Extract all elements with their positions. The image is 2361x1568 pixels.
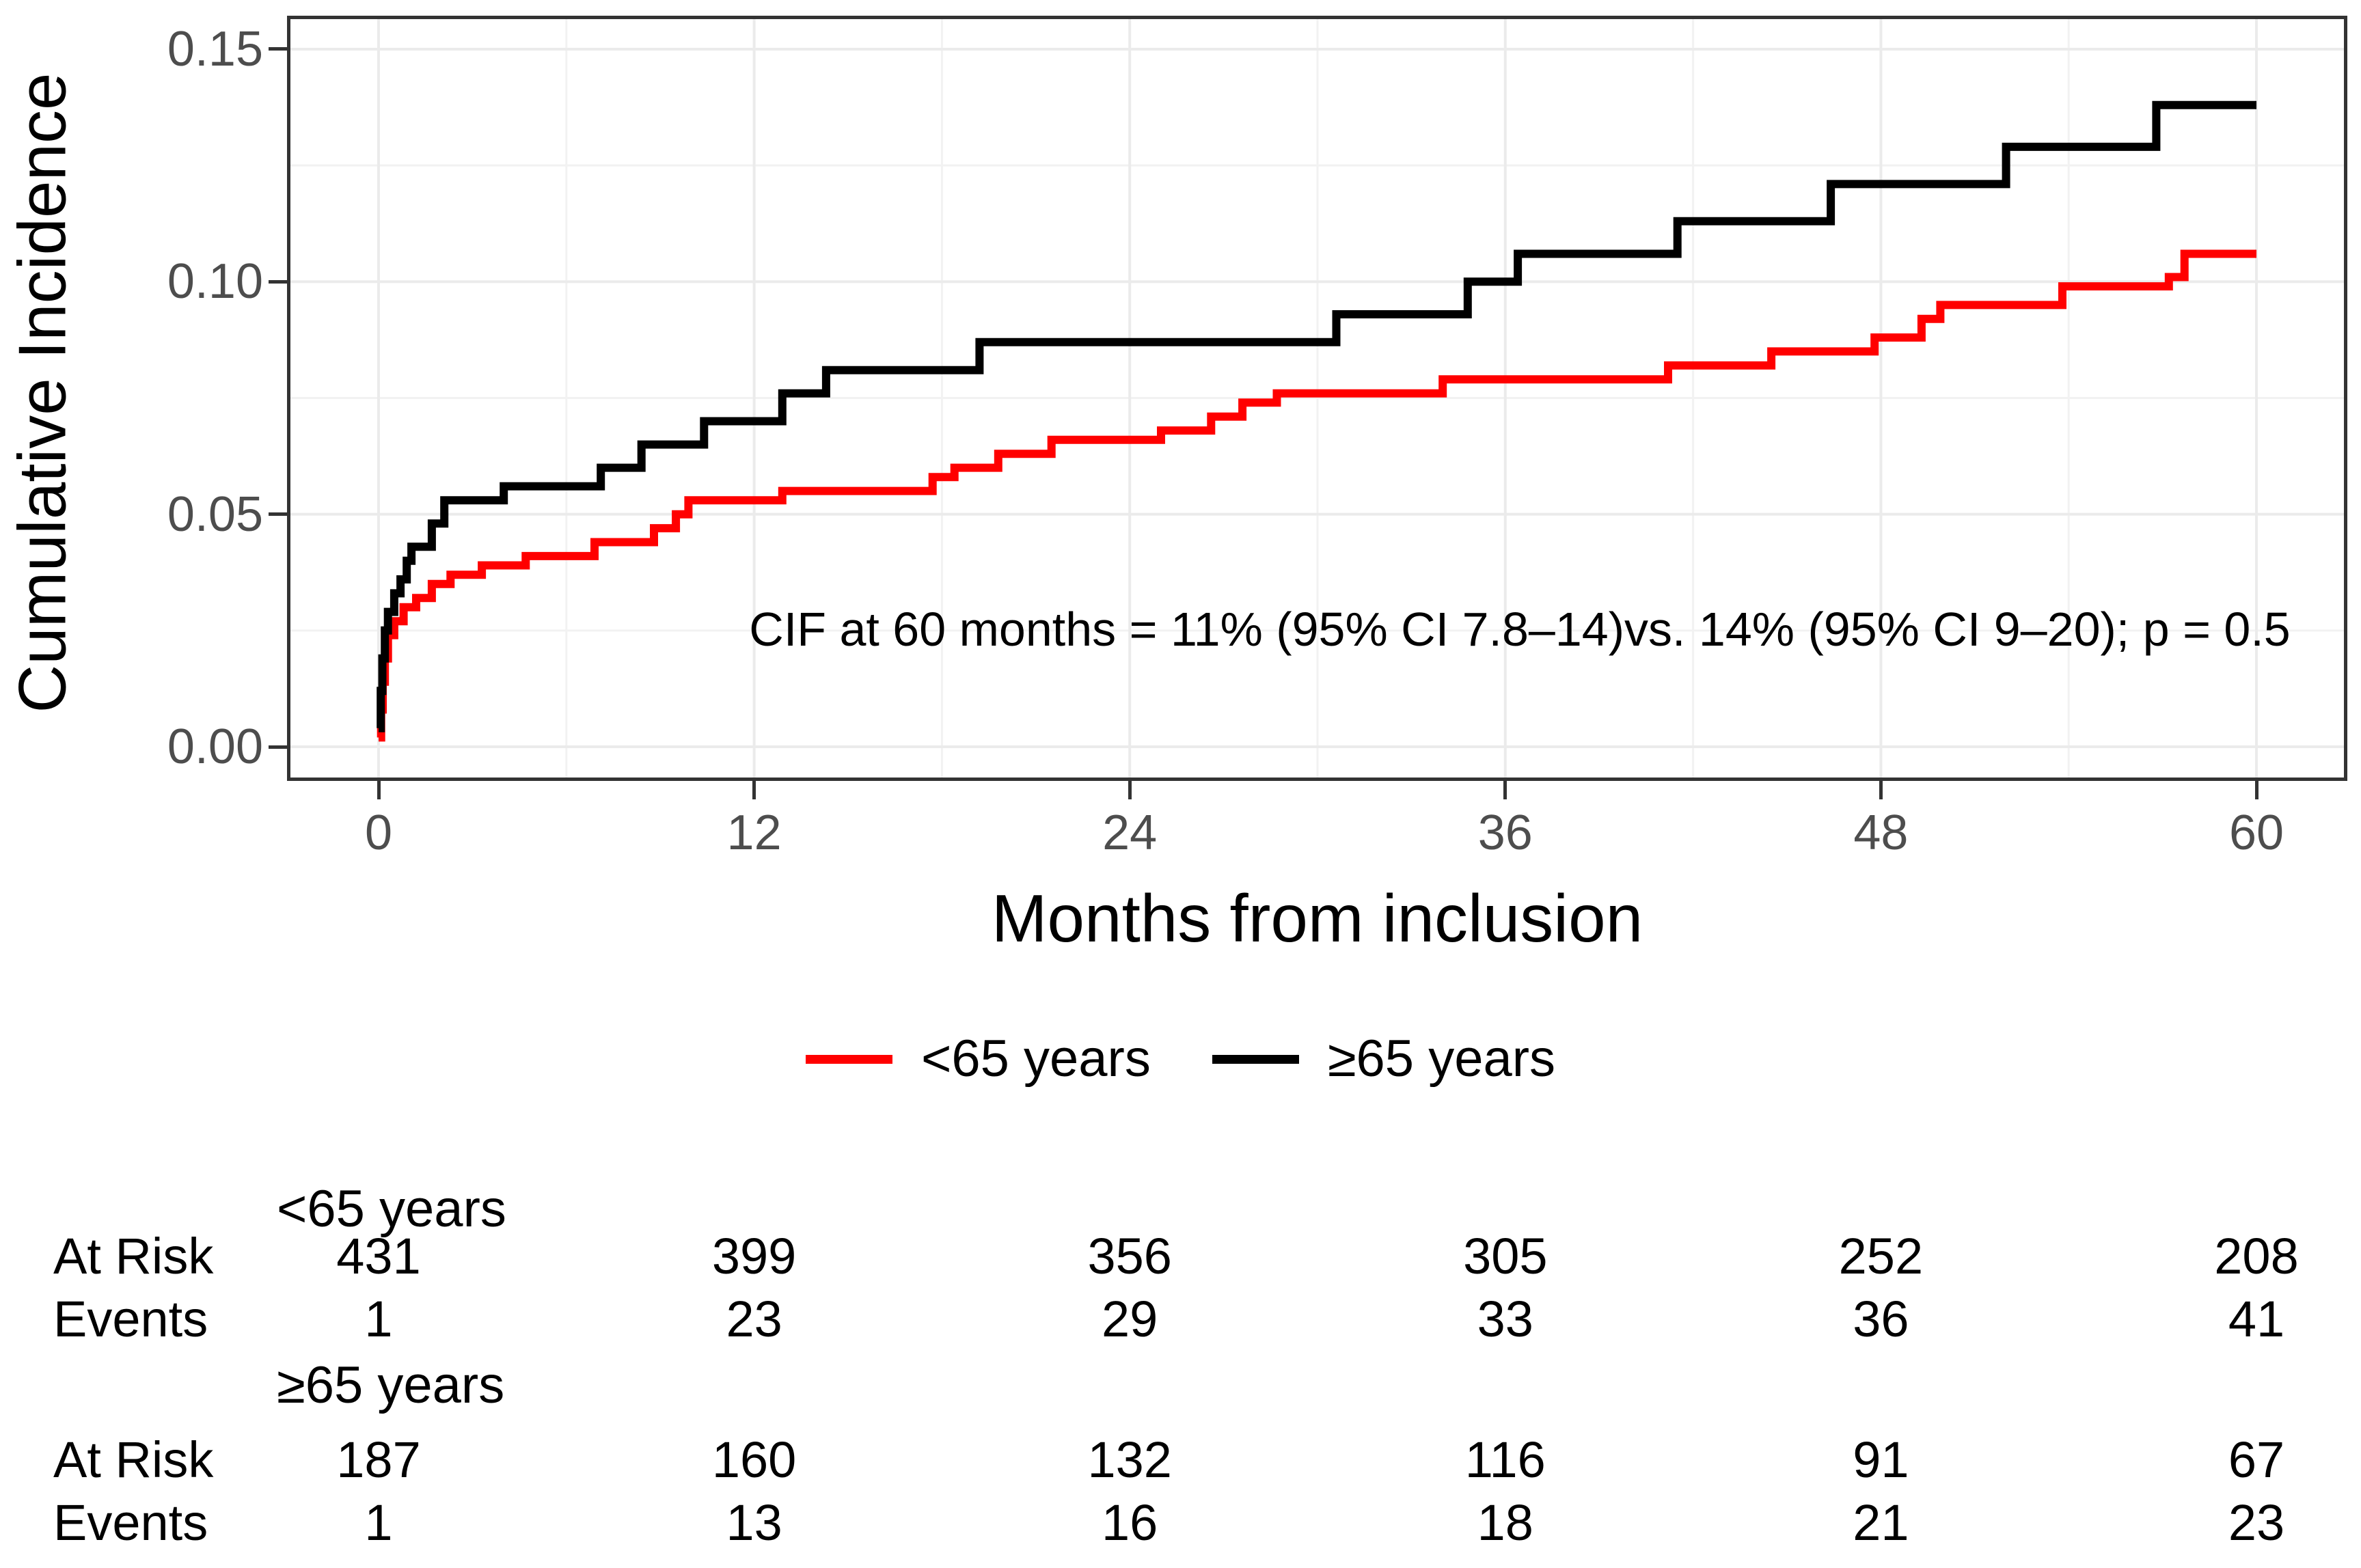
cif-annotation: CIF at 60 months = 11% (95% CI 7.8–14)vs… <box>749 603 2291 656</box>
x-tick-mark <box>1128 781 1132 799</box>
y-tick-label: 0.10 <box>167 254 263 310</box>
legend-label: ≥65 years <box>1327 1030 1556 1088</box>
risk-table-value: 91 <box>1853 1431 1909 1488</box>
x-tick-label: 36 <box>1477 806 1533 860</box>
risk-table-value: 18 <box>1477 1494 1533 1551</box>
plot-panel <box>287 16 2347 781</box>
x-tick-mark <box>377 781 381 799</box>
x-tick-mark <box>1879 781 1883 799</box>
risk-table-row-label: At Risk <box>53 1431 214 1488</box>
risk-table-value: 1 <box>364 1494 393 1551</box>
risk-table-value: 23 <box>2228 1494 2285 1551</box>
risk-table-value: 208 <box>2214 1228 2299 1284</box>
legend-item: <65 years <box>805 1028 1151 1090</box>
x-tick-mark <box>752 781 756 799</box>
x-tick-mark <box>1503 781 1507 799</box>
risk-table-group-header: <65 years <box>277 1180 506 1238</box>
risk-table-value: 252 <box>1838 1228 1924 1284</box>
risk-table-value: 132 <box>1087 1431 1172 1488</box>
x-tick-label: 24 <box>1102 806 1158 860</box>
y-tick-label: 0.05 <box>167 486 263 542</box>
risk-table-value: 33 <box>1477 1291 1533 1347</box>
legend-label: <65 years <box>920 1030 1151 1088</box>
cif-step-chart <box>290 19 2344 778</box>
risk-table-group-header: ≥65 years <box>277 1356 505 1414</box>
legend: <65 years ≥65 years <box>0 1028 2361 1090</box>
risk-table-row-label: At Risk <box>53 1228 214 1284</box>
legend-line-swatch <box>805 1054 892 1064</box>
y-tick-label: 0.00 <box>167 719 263 774</box>
risk-table-row-label: Events <box>53 1291 208 1347</box>
risk-table-value: 116 <box>1464 1431 1546 1488</box>
x-axis-title: Months from inclusion <box>991 881 1643 956</box>
x-tick-label: 12 <box>726 806 782 860</box>
risk-table-value: 21 <box>1853 1494 1909 1551</box>
risk-table-value: 23 <box>726 1291 782 1347</box>
legend-line-swatch <box>1212 1054 1299 1064</box>
y-tick-mark <box>269 745 287 749</box>
x-tick-mark <box>2254 781 2258 799</box>
risk-table-value: 187 <box>336 1431 421 1488</box>
risk-table-value: 356 <box>1087 1228 1172 1284</box>
y-axis-title: Cumulative Incidence <box>4 72 80 713</box>
y-tick-label: 0.15 <box>167 21 263 77</box>
y-tick-mark <box>269 47 287 51</box>
risk-table-value: 431 <box>336 1228 421 1284</box>
x-tick-label: 48 <box>1853 806 1909 860</box>
curve-under65 <box>377 249 2256 742</box>
risk-table-value: 1 <box>364 1291 393 1347</box>
risk-table-value: 29 <box>1102 1291 1158 1347</box>
x-tick-label: 0 <box>364 806 393 860</box>
legend-item: ≥65 years <box>1212 1028 1555 1090</box>
x-tick-label: 60 <box>2228 806 2284 860</box>
risk-table-value: 399 <box>711 1228 797 1284</box>
curve-over65 <box>377 100 2256 732</box>
risk-table-value: 13 <box>726 1494 782 1551</box>
risk-table-value: 305 <box>1463 1228 1548 1284</box>
y-tick-mark <box>269 279 287 284</box>
y-tick-mark <box>269 512 287 517</box>
risk-table-row-label: Events <box>53 1494 208 1551</box>
risk-table-value: 36 <box>1853 1291 1909 1347</box>
risk-table-value: 41 <box>2228 1291 2285 1347</box>
risk-table-value: 67 <box>2228 1431 2285 1488</box>
risk-table-value: 160 <box>711 1431 797 1488</box>
risk-table-value: 16 <box>1102 1494 1158 1551</box>
